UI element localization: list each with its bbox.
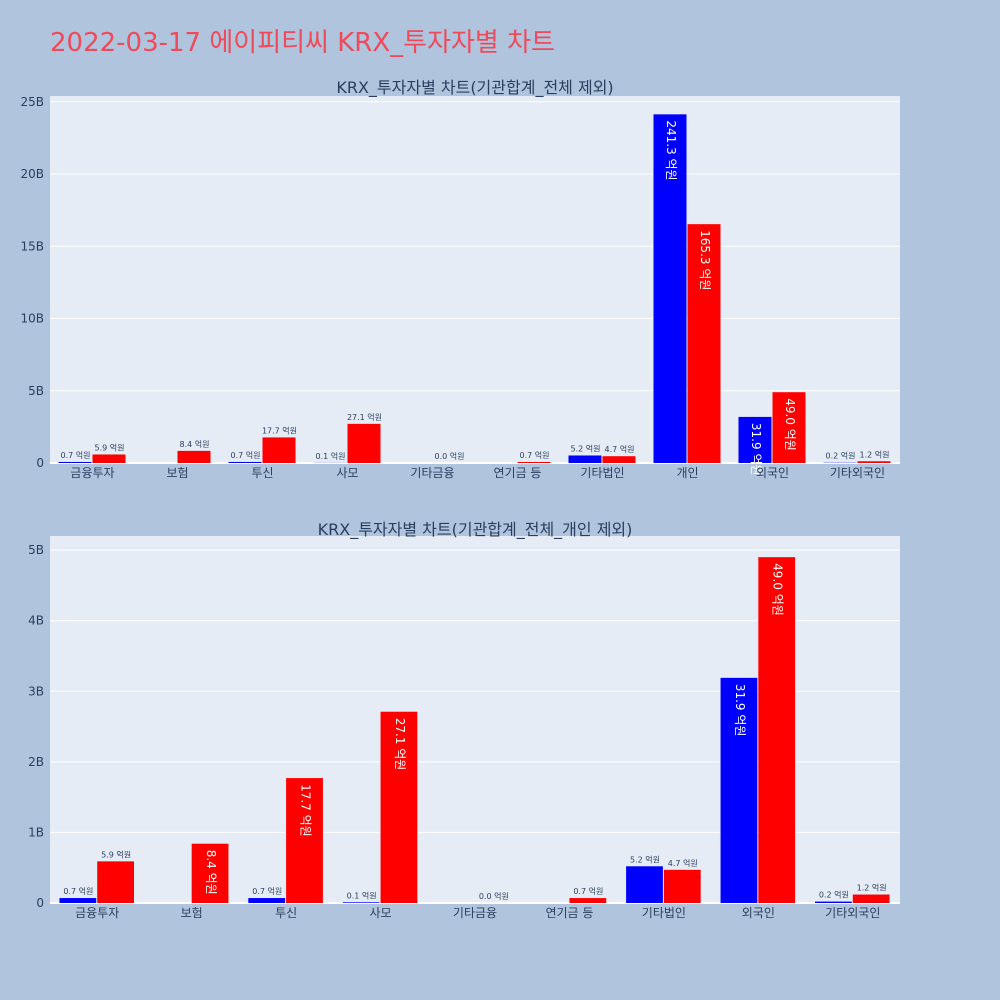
y-tick-label: 2B [28,755,44,769]
bar-label: 0.7 억원 [61,450,91,460]
bar [97,861,134,903]
bar-label: 241.3 억원 [664,120,678,180]
bar [92,454,126,463]
bar-label: 0.7 억원 [252,886,282,896]
bar [815,901,852,903]
bar-label: 0.1 억원 [316,451,346,461]
bar [738,416,772,463]
bar-label: 1.2 억원 [860,449,890,459]
plot-area [50,96,900,463]
y-tick-label: 15B [20,239,44,253]
bar [758,557,796,903]
bar-label: 5.9 억원 [95,442,125,452]
y-tick-label: 20B [20,167,44,181]
bar-label: 5.9 억원 [101,849,131,859]
bar-label: 49.0 억원 [771,563,785,616]
y-tick-label: 0 [36,896,44,910]
y-tick-label: 5B [28,384,44,398]
bar [569,898,607,903]
y-tick-label: 25B [20,95,44,109]
bar-label: 0.7 억원 [573,886,603,896]
chart-top: KRX_투자자별 차트(기관합계_전체 제외) 0 5B 10B 15B 20B 25B 0.… [20,78,900,480]
chart-title: KRX_투자자별 차트(기관합계_전체_개인 제외) [318,520,633,540]
bar-label: 5.2 억원 [571,443,601,453]
x-tick-label: 외국인 [756,466,789,480]
bar [177,450,211,463]
bar-label: 4.7 억원 [605,444,635,454]
x-tick-label: 기타외국인 [825,906,880,920]
page-title: 2022-03-17 에이피티씨 KRX_투자자별 차트 [50,28,555,58]
bar-label: 27.1 억원 [347,412,382,422]
bar-label: 0.1 억원 [347,890,377,900]
bar-label: 8.4 억원 [180,439,210,449]
bar [262,437,296,463]
bar [347,423,381,463]
bar-label: 17.7 억원 [262,425,297,435]
x-tick-label: 사모 [336,466,358,480]
x-tick-label: 개인 [676,466,698,480]
bar-label: 8.4 억원 [204,850,218,895]
bar-label: 0.2 억원 [826,451,856,461]
chart-title: KRX_투자자별 차트(기관합계_전체 제외) [336,78,613,98]
y-tick-label: 10B [20,312,44,326]
bar [342,902,380,903]
x-tick-label: 사모 [370,906,392,920]
bar-label: 5.2 억원 [630,854,660,864]
bar [687,224,721,463]
bar [517,461,551,463]
bar [286,778,323,903]
x-tick-label: 연기금 등 [494,466,542,480]
y-tick-label: 4B [28,614,44,628]
bar [380,711,418,903]
bar-label: 0.2 억원 [819,890,849,900]
chart-bottom: KRX_투자자별 차트(기관합계_전체_개인 제외) 0 1B 2B 3B 4B 5B 0.7… [28,520,900,920]
x-tick-label: 연기금 등 [545,906,593,920]
bar [602,456,636,463]
bar [58,461,92,463]
bar [228,461,262,463]
bar [626,866,663,903]
x-tick-label: 금융투자 [70,466,114,480]
bar [720,677,758,903]
bar [772,392,806,463]
x-tick-label: 금융투자 [75,906,119,920]
y-tick-label: 3B [28,684,44,698]
bar-label: 0.7 억원 [63,886,93,896]
x-tick-label: 투신 [275,906,297,920]
x-tick-label: 기타법인 [642,906,686,920]
bar-label: 0.7 억원 [231,450,261,460]
x-tick-label: 기타금융 [453,906,497,920]
bar-label: 17.7 억원 [299,784,313,837]
x-tick-label: 보험 [166,466,188,480]
x-tick-label: 기타외국인 [830,466,885,480]
bar-label: 27.1 억원 [393,718,407,771]
bar [59,898,97,903]
bar [653,114,687,463]
bar [857,461,891,463]
bar-label: 31.9 억원 [733,684,747,737]
bar-label: 0.7 억원 [520,450,550,460]
y-tick-label: 1B [28,825,44,839]
x-tick-label: 기타법인 [580,466,624,480]
bar [191,843,229,903]
bar [568,455,602,463]
x-tick-label: 외국인 [742,906,775,920]
y-tick-label: 5B [28,543,44,557]
bar-label: 49.0 억원 [783,398,797,451]
bar [248,898,286,903]
bar [663,869,701,903]
x-tick-label: 투신 [251,466,273,480]
bar [852,894,890,903]
bar-label: 4.7 억원 [668,858,698,868]
bar-label: 0.0 억원 [479,891,509,901]
bar-label: 31.9 억원 [749,423,763,476]
bar-label: 165.3 억원 [698,230,712,290]
bar-label: 0.0 억원 [435,451,465,461]
bar-label: 1.2 억원 [857,883,887,893]
x-tick-label: 보험 [181,906,203,920]
x-tick-label: 기타금융 [410,466,454,480]
y-tick-label: 0 [36,456,44,470]
